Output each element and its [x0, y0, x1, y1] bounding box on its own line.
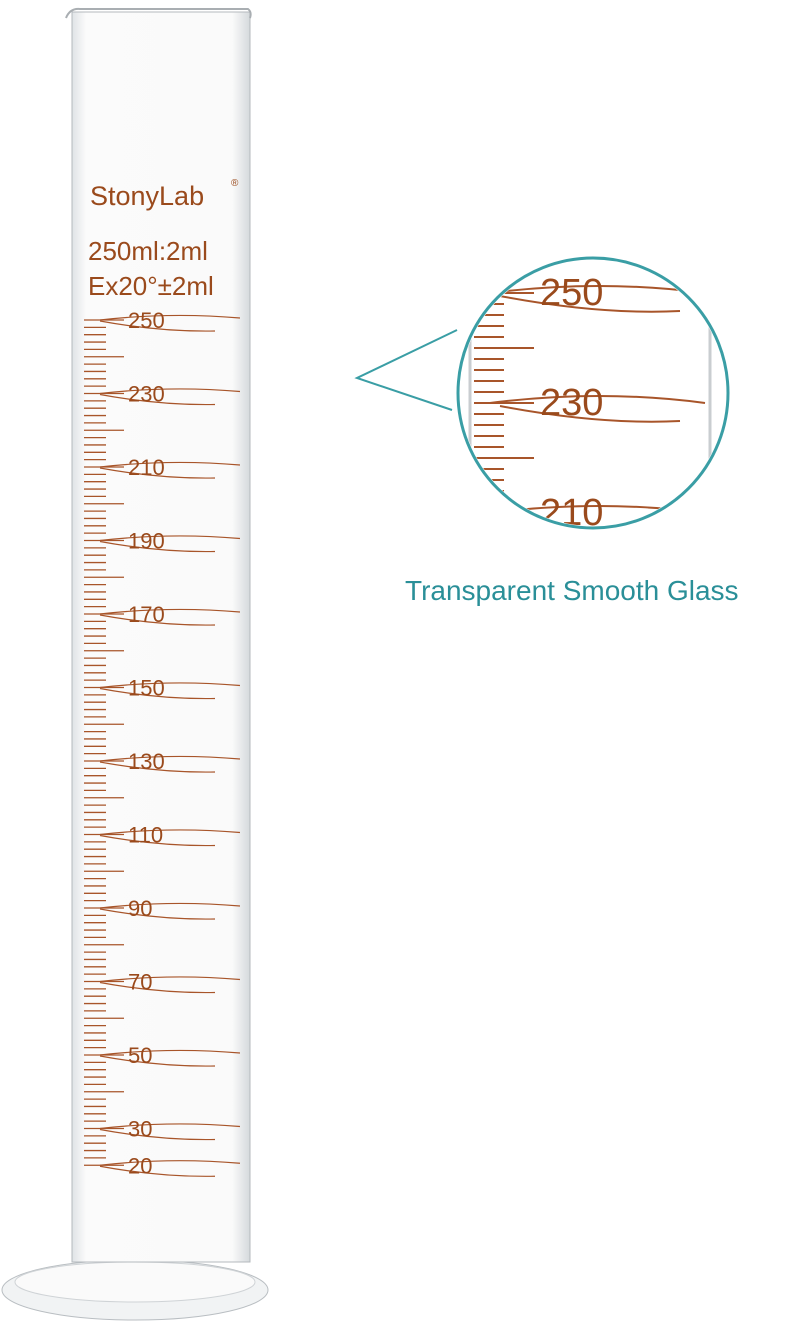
cylinder-body: [71, 11, 251, 1263]
brand: StonyLab: [90, 181, 204, 211]
callout-pointer: [354, 329, 458, 411]
graduation-line: [99, 1123, 241, 1141]
graduation-line: [99, 976, 241, 994]
graduation-line: [99, 1160, 241, 1177]
brand-mark: ®: [231, 178, 239, 189]
caption: Transparent Smooth Glass: [405, 575, 739, 606]
zoom-graduation-line: [489, 395, 706, 423]
graduation-line: [99, 902, 241, 920]
capacity: 250ml:2ml: [88, 236, 208, 266]
graduation-line: [99, 535, 241, 553]
zoom-label: 250: [540, 272, 603, 314]
zoom-label: 230: [540, 382, 603, 424]
scale-label: 90: [128, 896, 152, 921]
scale-label: 130: [128, 749, 165, 774]
accuracy: Ex20°±2ml: [88, 271, 214, 301]
scale-label: 170: [128, 602, 165, 627]
scale-label: 70: [128, 970, 152, 995]
scale-label: 250: [128, 308, 165, 333]
graduation-line: [99, 755, 241, 773]
graduation-line: [99, 314, 241, 332]
graduation-scale: 250 230 210 190 170 150 130 110 90 70 50 30 20: [84, 308, 241, 1178]
graduation-line: [99, 829, 241, 847]
graduation-line: [99, 1049, 241, 1067]
graduation-line: [99, 682, 241, 700]
zoom-circle: [456, 256, 730, 530]
graduation-line: [99, 608, 241, 626]
scale-label: 20: [128, 1153, 152, 1178]
graduation-line: [99, 388, 241, 406]
scale-label: 190: [128, 529, 165, 554]
scale-label: 110: [128, 823, 163, 848]
scale-label: 230: [128, 382, 165, 407]
scale-label: 50: [128, 1043, 152, 1068]
scale-label: 210: [128, 455, 165, 480]
cylinder-rim: [65, 7, 252, 19]
scale-label: 30: [128, 1117, 152, 1142]
cylinder-base-top: [14, 1261, 256, 1303]
graduation-line: [99, 461, 241, 479]
scale-label: 150: [128, 676, 165, 701]
